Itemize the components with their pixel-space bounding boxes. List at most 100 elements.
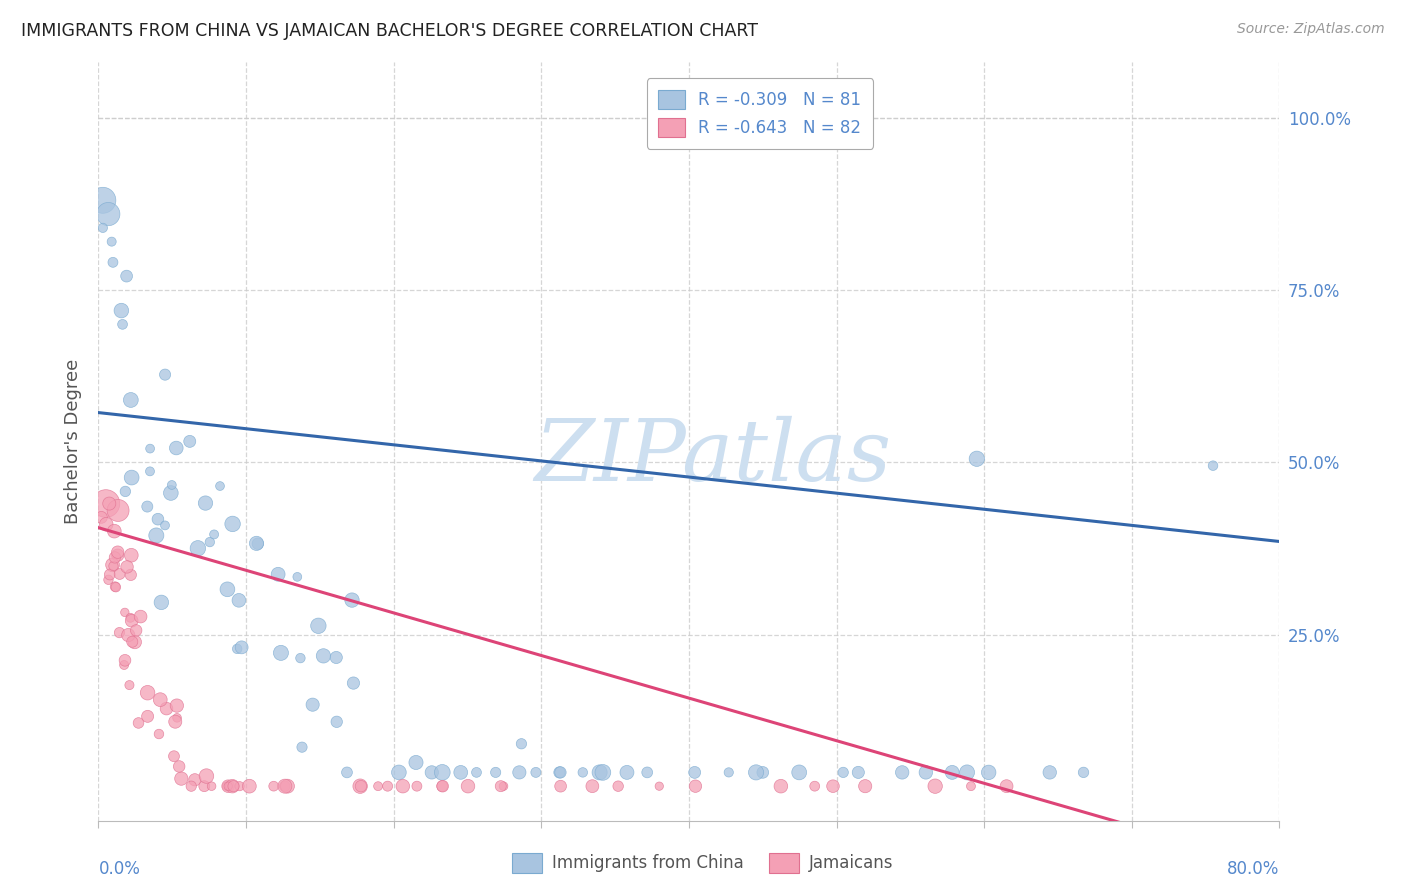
- Point: [914, 765, 936, 780]
- Point: [392, 779, 415, 793]
- Point: [222, 779, 245, 793]
- Point: [636, 765, 658, 780]
- Point: [90, 510, 112, 524]
- Point: [581, 779, 603, 793]
- Point: [120, 611, 142, 625]
- Point: [550, 779, 572, 793]
- Point: [550, 765, 572, 780]
- Text: IMMIGRANTS FROM CHINA VS JAMAICAN BACHELOR'S DEGREE CORRELATION CHART: IMMIGRANTS FROM CHINA VS JAMAICAN BACHEL…: [21, 22, 758, 40]
- Point: [108, 567, 131, 582]
- Point: [170, 772, 193, 786]
- Point: [145, 528, 167, 542]
- Point: [184, 772, 207, 787]
- Point: [648, 779, 671, 793]
- Point: [115, 269, 138, 284]
- Point: [607, 779, 630, 793]
- Y-axis label: Bachelor's Degree: Bachelor's Degree: [63, 359, 82, 524]
- Point: [290, 651, 312, 665]
- Point: [325, 714, 347, 729]
- Point: [548, 765, 571, 780]
- Point: [508, 765, 530, 780]
- Point: [100, 235, 122, 249]
- Point: [200, 779, 222, 793]
- Legend: R = -0.309   N = 81, R = -0.643   N = 82: R = -0.309 N = 81, R = -0.643 N = 82: [647, 78, 873, 149]
- Point: [769, 779, 792, 793]
- Point: [325, 650, 347, 665]
- Point: [166, 698, 188, 713]
- Text: 0.0%: 0.0%: [98, 860, 141, 878]
- Point: [195, 769, 218, 783]
- Point: [96, 517, 118, 532]
- Point: [846, 765, 869, 780]
- Point: [111, 318, 134, 332]
- Point: [263, 779, 285, 793]
- Point: [149, 692, 172, 706]
- Point: [592, 765, 614, 780]
- Point: [489, 779, 512, 793]
- Point: [405, 756, 427, 770]
- Point: [457, 779, 479, 793]
- Point: [420, 765, 443, 780]
- Point: [115, 560, 138, 574]
- Point: [377, 779, 399, 793]
- Point: [350, 779, 373, 793]
- Point: [465, 765, 488, 780]
- Point: [367, 779, 389, 793]
- Point: [966, 451, 988, 466]
- Point: [1202, 458, 1225, 473]
- Point: [114, 653, 136, 667]
- Point: [97, 207, 120, 221]
- Point: [245, 536, 267, 550]
- Point: [238, 779, 260, 793]
- Point: [941, 765, 963, 780]
- Point: [406, 779, 429, 793]
- Point: [128, 715, 150, 730]
- Point: [160, 486, 183, 500]
- Point: [685, 779, 707, 793]
- Point: [524, 765, 547, 780]
- Point: [194, 496, 217, 510]
- Point: [349, 779, 371, 793]
- Point: [221, 516, 243, 531]
- Point: [101, 558, 124, 572]
- Point: [571, 765, 593, 780]
- Point: [139, 442, 162, 456]
- Point: [104, 550, 127, 565]
- Point: [336, 765, 359, 780]
- Point: [1039, 765, 1062, 780]
- Point: [388, 765, 411, 780]
- Point: [1073, 765, 1095, 780]
- Point: [107, 548, 129, 562]
- Point: [588, 765, 610, 780]
- Point: [187, 541, 209, 556]
- Point: [108, 625, 131, 640]
- Point: [956, 765, 979, 780]
- Point: [803, 779, 825, 793]
- Point: [995, 779, 1018, 793]
- Legend: Immigrants from China, Jamaicans: Immigrants from China, Jamaicans: [506, 847, 900, 880]
- Point: [163, 749, 186, 764]
- Point: [167, 759, 190, 773]
- Point: [121, 614, 143, 628]
- Point: [153, 368, 176, 382]
- Point: [924, 779, 946, 793]
- Point: [274, 779, 297, 793]
- Text: Source: ZipAtlas.com: Source: ZipAtlas.com: [1237, 22, 1385, 37]
- Point: [117, 628, 139, 642]
- Point: [853, 779, 876, 793]
- Text: ZIPatlas: ZIPatlas: [534, 416, 891, 498]
- Point: [94, 497, 117, 511]
- Point: [98, 567, 121, 582]
- Point: [291, 740, 314, 755]
- Point: [246, 537, 269, 551]
- Point: [129, 609, 152, 624]
- Point: [891, 765, 914, 780]
- Point: [485, 765, 508, 780]
- Point: [832, 765, 855, 780]
- Point: [432, 765, 454, 780]
- Point: [217, 779, 239, 793]
- Point: [165, 714, 187, 729]
- Point: [104, 580, 127, 594]
- Point: [492, 779, 515, 793]
- Point: [193, 779, 215, 793]
